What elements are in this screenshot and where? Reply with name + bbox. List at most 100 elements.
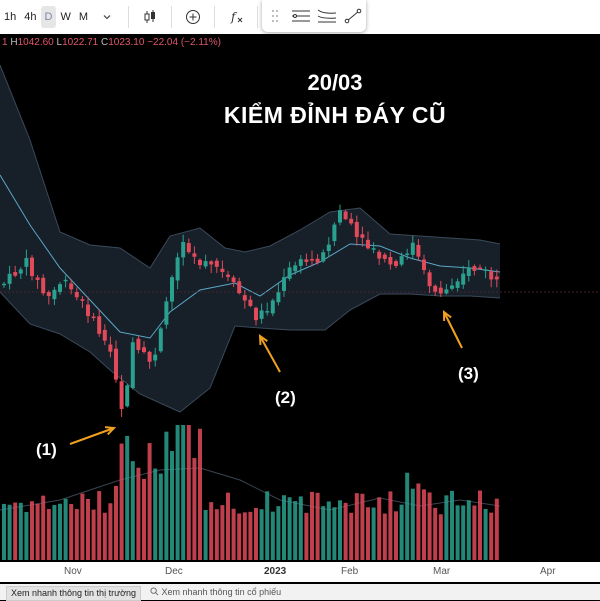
candle-body — [30, 257, 34, 277]
candle-body — [310, 259, 314, 261]
candle-body — [2, 283, 6, 286]
axis-label-nov: Nov — [64, 566, 82, 577]
volume-bar — [226, 492, 230, 560]
callout-3: (3) — [458, 364, 479, 383]
candle-body — [147, 351, 152, 362]
volume-bar — [74, 509, 79, 560]
volume-bar — [41, 495, 46, 560]
timeframe-d[interactable]: D — [40, 6, 57, 28]
candle-body — [130, 342, 135, 389]
timeframe-w[interactable]: W — [60, 11, 71, 23]
candle-body — [114, 348, 118, 380]
volume-bar — [231, 508, 236, 560]
candlesticks — [2, 204, 499, 417]
candle-body — [438, 287, 443, 294]
candle-body — [97, 316, 102, 334]
lower-band — [0, 291, 501, 413]
axis-label-dec: Dec — [165, 566, 183, 577]
fib-channel-icon[interactable] — [317, 4, 337, 28]
candle-body — [91, 316, 96, 319]
function-icon[interactable]: f — [224, 5, 248, 29]
volume-bar — [13, 502, 18, 560]
volume-bar — [203, 509, 208, 560]
candle-body — [416, 244, 421, 257]
volume-bar — [170, 451, 174, 560]
timeframe-m[interactable]: M — [78, 11, 89, 23]
volume-bar — [97, 491, 102, 560]
candle-body — [287, 267, 292, 279]
candle-body — [24, 258, 29, 267]
annotation-title: KIỂM ĐỈNH ĐÁY CŨ — [223, 102, 447, 128]
volume-bar — [326, 501, 331, 560]
candle-body — [315, 258, 320, 263]
volume-bar — [164, 431, 169, 560]
drag-handle-icon[interactable] — [265, 4, 285, 28]
candle-body — [399, 256, 404, 265]
add-indicator-icon[interactable] — [181, 5, 205, 29]
volume-bar — [220, 505, 225, 560]
volume-bar — [399, 504, 404, 560]
candle-body — [142, 347, 146, 353]
candle-body — [80, 299, 85, 301]
candle-body — [52, 289, 57, 300]
candle-body — [170, 277, 174, 302]
horizontal-lines-icon[interactable] — [291, 4, 311, 28]
candlestick-type-icon[interactable] — [138, 5, 162, 29]
price-chart[interactable] — [0, 0, 600, 562]
close-label: C — [101, 37, 109, 48]
candle-body — [343, 211, 348, 220]
trend-line-icon[interactable] — [343, 4, 363, 28]
drawing-toolbar — [262, 0, 366, 32]
volume-bar — [483, 508, 488, 560]
ohlc-prefix: 1 — [2, 37, 8, 48]
time-axis[interactable]: Nov Dec 2023 Feb Mar Apr — [0, 562, 600, 582]
volume-bar — [80, 493, 85, 560]
candle-body — [203, 261, 208, 267]
band-fill — [0, 65, 500, 412]
candle-body — [35, 277, 40, 280]
callout-1: (1) — [36, 440, 57, 459]
market-overview-tab[interactable]: Xem nhanh thông tin thị trường — [6, 586, 142, 601]
candle-body — [461, 273, 466, 285]
volume-bar — [354, 493, 359, 560]
candle-body — [349, 218, 354, 224]
candle-body — [282, 277, 286, 291]
volume-bar — [52, 504, 57, 560]
volume-bar — [248, 511, 253, 560]
volume-bar — [287, 497, 292, 560]
arrow-line — [259, 335, 281, 373]
volume-bar — [433, 507, 438, 560]
high-value: 1042.60 — [17, 37, 54, 48]
volume-bar — [310, 491, 314, 560]
timeframe-1h[interactable]: 1h — [4, 11, 17, 23]
volume-bar — [298, 496, 303, 560]
candle-body — [427, 272, 432, 287]
volume-bar — [472, 505, 477, 560]
candle-body — [298, 259, 303, 266]
volume-bar — [276, 506, 281, 560]
stock-search-tab[interactable]: Xem nhanh thông tin cổ phiếu — [144, 586, 287, 599]
volume-bar — [130, 461, 135, 560]
volume-bar — [114, 485, 118, 560]
candle-body — [354, 221, 359, 237]
candle-body — [450, 285, 454, 289]
volume-bar — [343, 502, 348, 560]
candle-body — [276, 292, 281, 303]
ohlc-readout: 1 H1042.60 L1022.71 C1023.10 −22.04 (−2.… — [2, 37, 221, 48]
volume-bar — [119, 443, 124, 560]
chevron-down-icon[interactable] — [95, 5, 119, 29]
timeframe-4h[interactable]: 4h — [24, 11, 37, 23]
volume-bar — [153, 468, 158, 560]
volume-bar — [147, 443, 152, 560]
volume-bar — [24, 511, 29, 560]
candle-body — [63, 279, 68, 282]
volume-bar — [2, 503, 6, 560]
volume-bar — [58, 503, 62, 560]
candle-body — [338, 210, 342, 223]
volume-bar — [69, 504, 74, 560]
candle-body — [270, 300, 275, 314]
candle-body — [332, 224, 337, 242]
volume-bar — [455, 505, 460, 560]
candle-body — [371, 248, 376, 250]
bollinger-bands — [0, 64, 600, 511]
